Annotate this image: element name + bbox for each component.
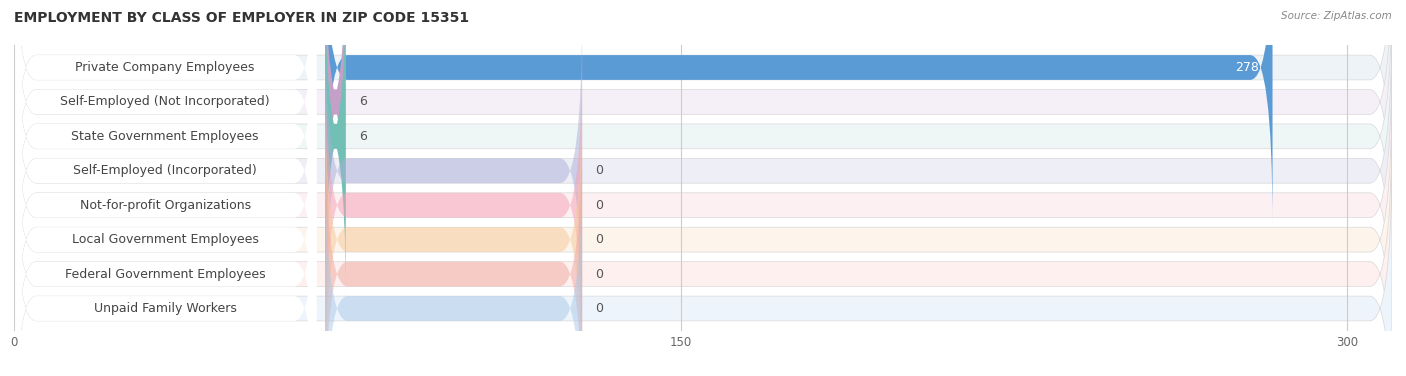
Text: 0: 0	[595, 199, 603, 212]
FancyBboxPatch shape	[14, 11, 1392, 331]
FancyBboxPatch shape	[14, 45, 316, 365]
Text: Private Company Employees: Private Company Employees	[76, 61, 254, 74]
Text: Federal Government Employees: Federal Government Employees	[65, 268, 266, 280]
Text: Self-Employed (Incorporated): Self-Employed (Incorporated)	[73, 164, 257, 177]
FancyBboxPatch shape	[14, 80, 316, 376]
FancyBboxPatch shape	[14, 0, 316, 262]
FancyBboxPatch shape	[14, 114, 1392, 376]
Text: State Government Employees: State Government Employees	[72, 130, 259, 143]
Text: 0: 0	[595, 302, 603, 315]
Text: 0: 0	[595, 164, 603, 177]
Text: Local Government Employees: Local Government Employees	[72, 233, 259, 246]
FancyBboxPatch shape	[14, 0, 316, 227]
FancyBboxPatch shape	[325, 11, 582, 331]
Text: Not-for-profit Organizations: Not-for-profit Organizations	[80, 199, 250, 212]
Text: 0: 0	[595, 233, 603, 246]
Text: EMPLOYMENT BY CLASS OF EMPLOYER IN ZIP CODE 15351: EMPLOYMENT BY CLASS OF EMPLOYER IN ZIP C…	[14, 11, 470, 25]
FancyBboxPatch shape	[14, 11, 316, 331]
FancyBboxPatch shape	[325, 0, 1272, 227]
FancyBboxPatch shape	[14, 149, 316, 376]
FancyBboxPatch shape	[14, 45, 1392, 365]
FancyBboxPatch shape	[14, 0, 1392, 227]
FancyBboxPatch shape	[325, 80, 582, 376]
Text: 6: 6	[359, 96, 367, 108]
Text: 0: 0	[595, 268, 603, 280]
FancyBboxPatch shape	[325, 45, 582, 365]
FancyBboxPatch shape	[14, 0, 316, 296]
Text: 6: 6	[359, 130, 367, 143]
FancyBboxPatch shape	[14, 80, 1392, 376]
FancyBboxPatch shape	[14, 149, 1392, 376]
FancyBboxPatch shape	[14, 0, 1392, 296]
Text: Source: ZipAtlas.com: Source: ZipAtlas.com	[1281, 11, 1392, 21]
Text: Self-Employed (Not Incorporated): Self-Employed (Not Incorporated)	[60, 96, 270, 108]
FancyBboxPatch shape	[325, 149, 582, 376]
FancyBboxPatch shape	[323, 0, 347, 296]
FancyBboxPatch shape	[14, 114, 316, 376]
Text: Unpaid Family Workers: Unpaid Family Workers	[94, 302, 236, 315]
FancyBboxPatch shape	[325, 114, 582, 376]
Text: 278: 278	[1236, 61, 1260, 74]
FancyBboxPatch shape	[323, 0, 347, 262]
FancyBboxPatch shape	[14, 0, 1392, 262]
